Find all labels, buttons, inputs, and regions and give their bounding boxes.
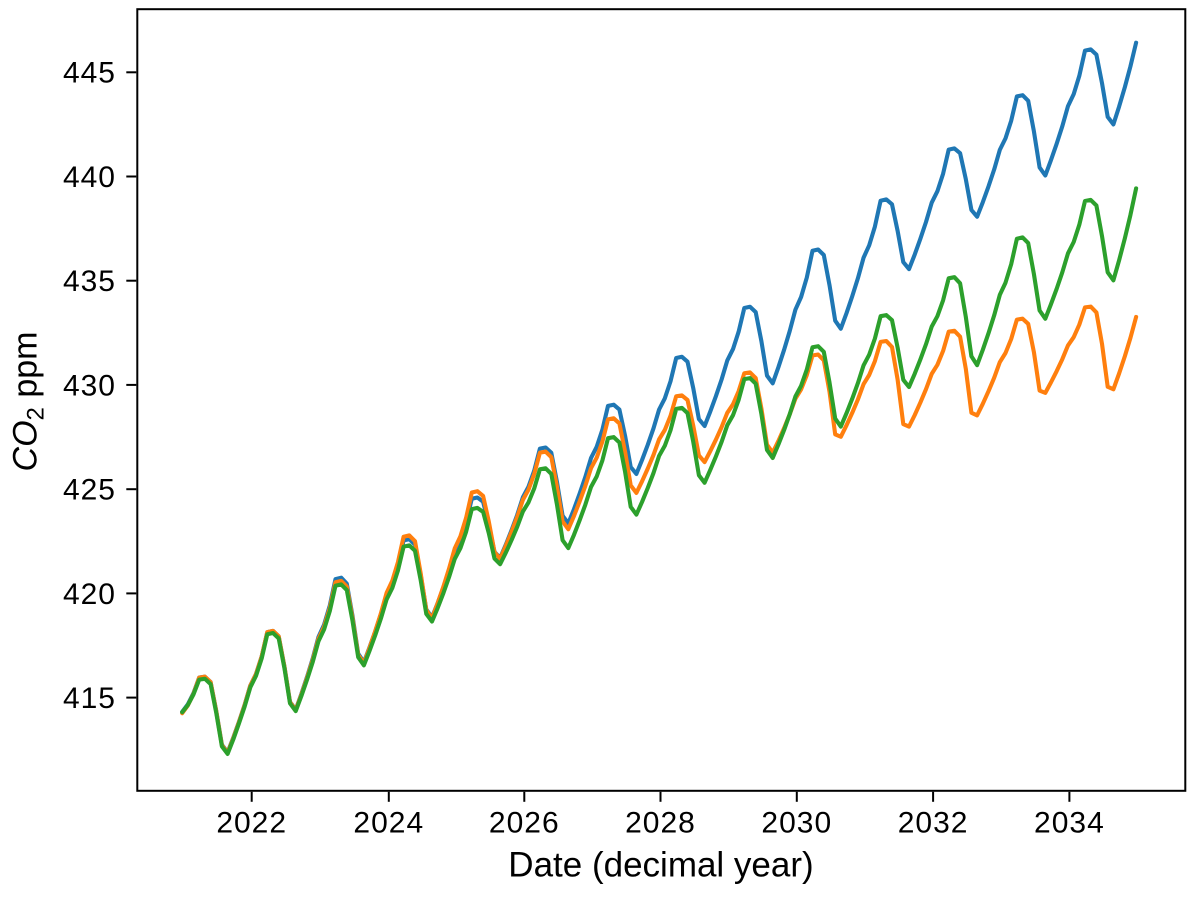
svg-text:435: 435	[63, 265, 116, 298]
svg-text:2032: 2032	[898, 807, 969, 840]
svg-text:2030: 2030	[761, 807, 832, 840]
svg-text:2024: 2024	[353, 807, 424, 840]
svg-text:440: 440	[63, 161, 116, 194]
svg-text:2026: 2026	[489, 807, 560, 840]
svg-text:2034: 2034	[1034, 807, 1105, 840]
svg-text:Date (decimal year): Date (decimal year)	[508, 846, 813, 885]
svg-text:CO2 ppm: CO2 ppm	[7, 332, 50, 472]
svg-text:2028: 2028	[625, 807, 696, 840]
svg-text:430: 430	[63, 369, 116, 402]
svg-text:415: 415	[63, 682, 116, 715]
svg-text:425: 425	[63, 474, 116, 507]
svg-text:445: 445	[63, 57, 116, 90]
svg-text:2022: 2022	[216, 807, 287, 840]
svg-text:420: 420	[63, 578, 116, 611]
